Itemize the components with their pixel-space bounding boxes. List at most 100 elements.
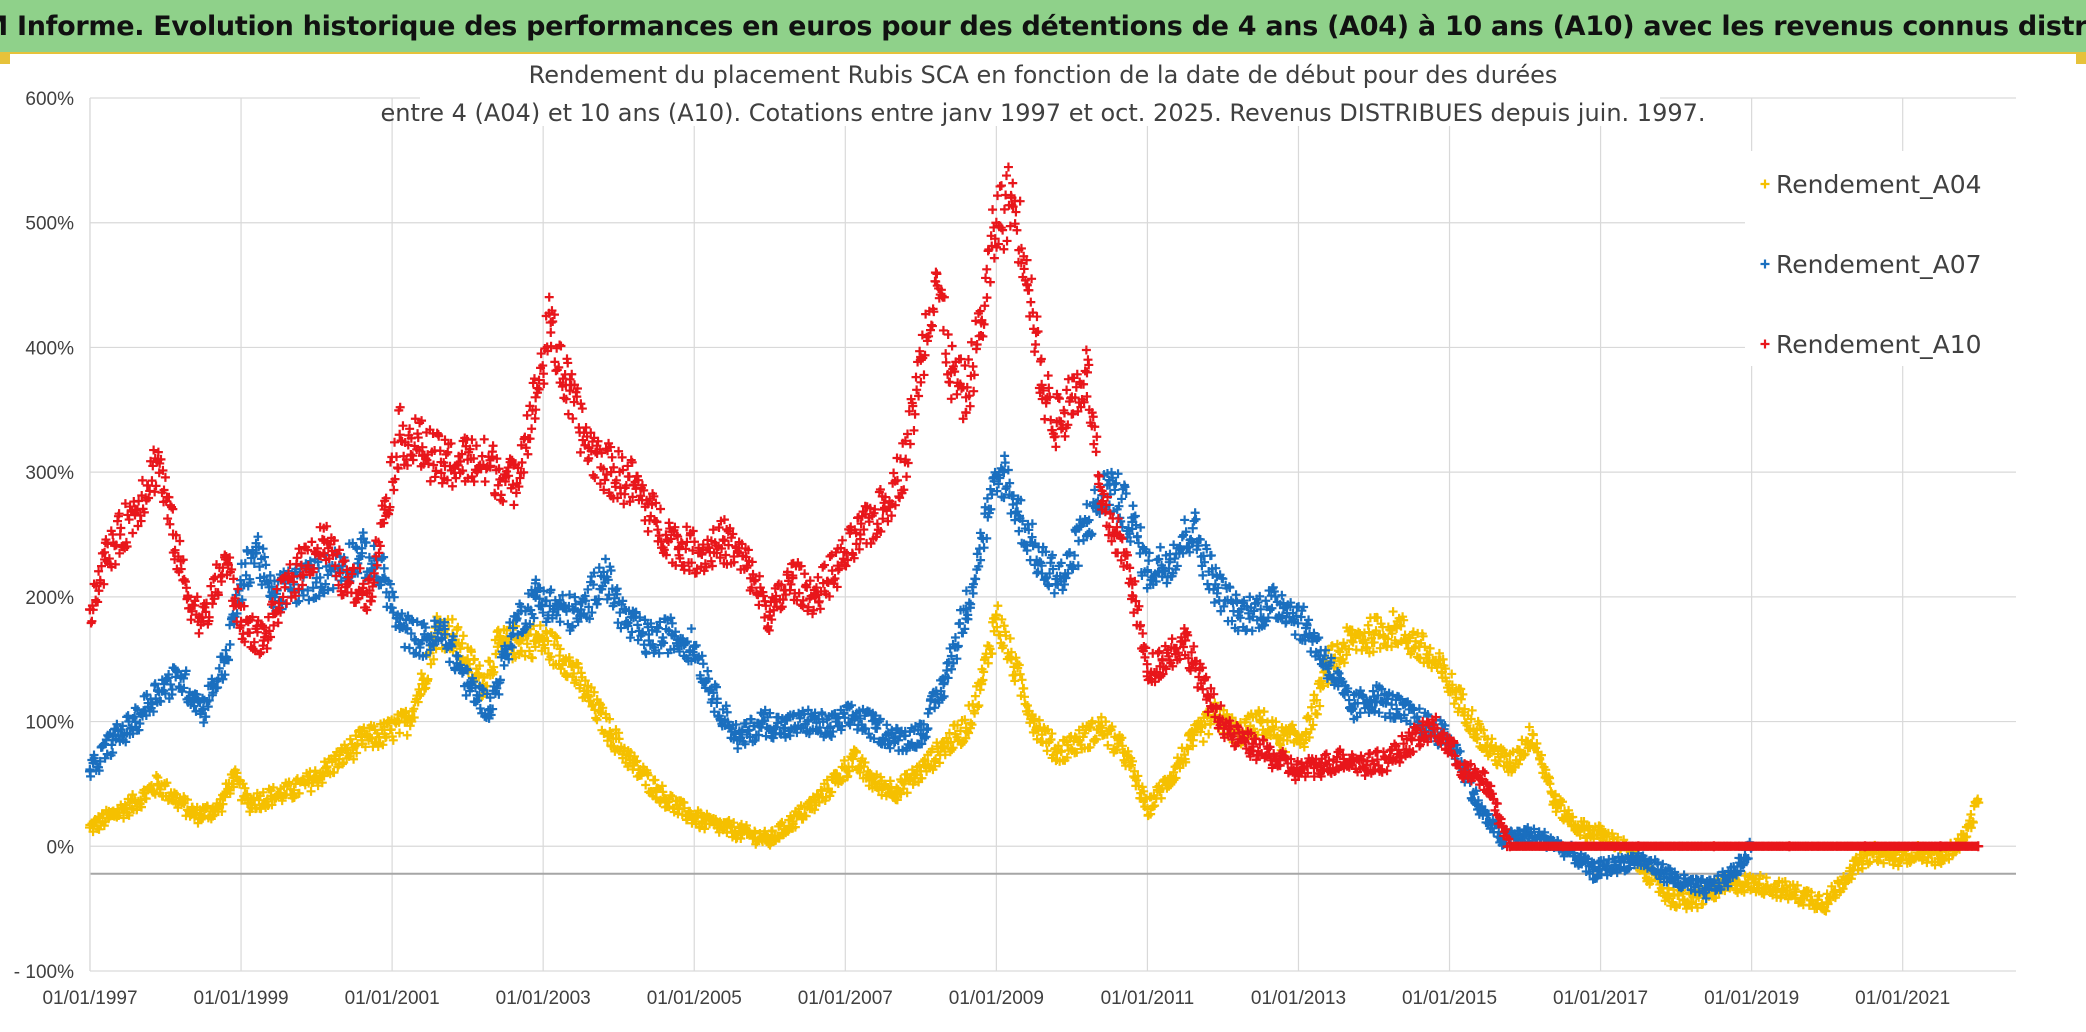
data-point: [1144, 556, 1154, 566]
frame-corner-left: [0, 54, 10, 64]
data-point: [546, 327, 556, 337]
data-point: [527, 653, 537, 663]
data-point: [489, 667, 499, 677]
data-point: [955, 618, 965, 628]
data-point: [294, 788, 304, 798]
data-point: [413, 697, 423, 707]
data-point: [1082, 499, 1092, 509]
data-point: [601, 554, 611, 564]
data-point: [458, 631, 468, 641]
data-point: [87, 616, 97, 626]
data-point: [162, 778, 172, 788]
data-point: [240, 783, 250, 793]
data-point: [425, 476, 435, 486]
data-point: [402, 730, 412, 740]
data-point: [491, 649, 501, 659]
x-tick-label: 01/01/2019: [1704, 988, 1799, 1009]
data-point: [993, 601, 1003, 611]
data-point: [387, 603, 397, 613]
data-point: [485, 657, 495, 667]
data-point: [576, 447, 586, 457]
x-tick-label: 01/01/1997: [42, 988, 137, 1009]
data-point: [128, 528, 138, 538]
data-point: [623, 762, 633, 772]
data-point: [124, 515, 134, 525]
data-point: [520, 651, 530, 661]
data-point: [429, 654, 439, 664]
data-point: [203, 802, 213, 812]
data-point: [499, 660, 509, 670]
data-point: [457, 638, 467, 648]
axes: - 100%0%100%200%300%400%500%600%01/01/19…: [14, 89, 2016, 1009]
data-point: [695, 823, 705, 833]
data-point: [360, 742, 370, 752]
data-point: [552, 633, 562, 643]
data-point: [643, 770, 653, 780]
data-point: [480, 477, 490, 487]
y-tick-label: 100%: [25, 713, 74, 734]
data-point: [307, 537, 317, 547]
y-tick-label: 0%: [47, 837, 75, 858]
data-point: [700, 824, 710, 834]
x-tick-label: 01/01/2005: [647, 988, 742, 1009]
data-point: [267, 800, 277, 810]
data-point: [525, 434, 535, 444]
data-point: [643, 526, 653, 536]
data-point: [589, 687, 599, 697]
data-point: [523, 630, 533, 640]
x-tick-label: 01/01/2021: [1855, 988, 1950, 1009]
data-point: [540, 643, 550, 653]
data-point: [641, 649, 651, 659]
data-point: [656, 504, 666, 514]
x-tick-label: 01/01/1999: [194, 988, 289, 1009]
data-point: [571, 675, 581, 685]
data-point: [569, 668, 579, 678]
data-point: [447, 614, 457, 624]
data-point: [423, 674, 433, 684]
data-point: [667, 791, 677, 801]
data-point: [718, 535, 728, 545]
banner-title: ADAM Informe. Evolution historique des p…: [0, 10, 2086, 42]
data-point: [225, 788, 235, 798]
data-point: [467, 435, 477, 445]
data-point: [703, 666, 713, 676]
data-point: [475, 661, 485, 671]
data-point: [586, 682, 596, 692]
data-point: [1210, 597, 1220, 607]
data-point: [426, 659, 436, 669]
data-point: [530, 414, 540, 424]
data-point: [453, 622, 463, 632]
data-point: [568, 414, 578, 424]
data-point: [598, 703, 608, 713]
x-tick-label: 01/01/2001: [345, 988, 440, 1009]
data-point: [352, 740, 362, 750]
data-point: [1204, 729, 1214, 739]
data-point: [475, 703, 485, 713]
data-point: [529, 374, 539, 384]
data-point: [155, 784, 165, 794]
y-tick-label: 400%: [25, 338, 74, 359]
data-point: [527, 424, 537, 434]
data-point: [555, 644, 565, 654]
data-point: [445, 657, 455, 667]
data-point: [1128, 501, 1138, 511]
data-point: [416, 669, 426, 679]
data-point: [582, 686, 592, 696]
data-point: [800, 569, 810, 579]
data-point: [963, 614, 973, 624]
x-tick-label: 01/01/2013: [1251, 988, 1346, 1009]
data-point: [524, 646, 534, 656]
data-point: [509, 500, 519, 510]
data-point: [1206, 550, 1216, 560]
data-point: [580, 676, 590, 686]
data-point: [149, 445, 159, 455]
scatter-chart: - 100%0%100%200%300%400%500%600%01/01/19…: [14, 56, 2017, 1009]
data-point: [546, 652, 556, 662]
data-point: [496, 490, 506, 500]
data-point: [509, 648, 519, 658]
data-point: [653, 525, 663, 535]
data-point: [729, 818, 739, 828]
data-point: [1017, 675, 1027, 685]
data-point: [925, 704, 935, 714]
data-point: [523, 449, 533, 459]
